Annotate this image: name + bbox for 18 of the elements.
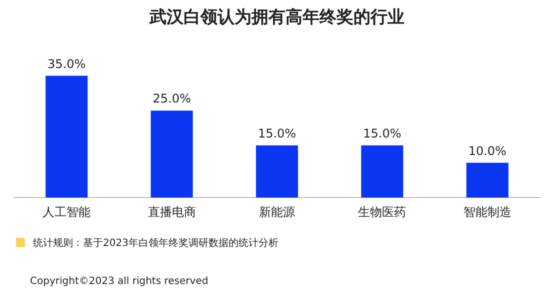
data-label: 15.0% xyxy=(363,126,402,141)
data-label: 35.0% xyxy=(48,56,86,71)
bar xyxy=(466,162,508,198)
data-label: 15.0% xyxy=(258,126,296,141)
bar xyxy=(46,76,88,198)
text: 统计规则：基于2023年白领年终奖调研数据的统计分析 xyxy=(33,236,278,250)
text: Copyright©2023 all rights reserved xyxy=(30,276,208,287)
chart-title: 武汉白领认为拥有高年终奖的行业 xyxy=(148,8,404,28)
bar xyxy=(256,145,298,198)
x-tick-label: 生物医药 xyxy=(358,205,406,220)
data-label: 25.0% xyxy=(152,92,191,106)
x-tick-label: 新能源 xyxy=(259,205,295,220)
bar xyxy=(150,110,193,198)
data-label: 10.0% xyxy=(468,144,506,158)
x-tick-label: 人工智能 xyxy=(42,205,91,220)
x-tick-label: 直播电商 xyxy=(148,205,196,220)
bar xyxy=(361,145,404,198)
x-tick-label: 智能制造 xyxy=(463,205,512,220)
